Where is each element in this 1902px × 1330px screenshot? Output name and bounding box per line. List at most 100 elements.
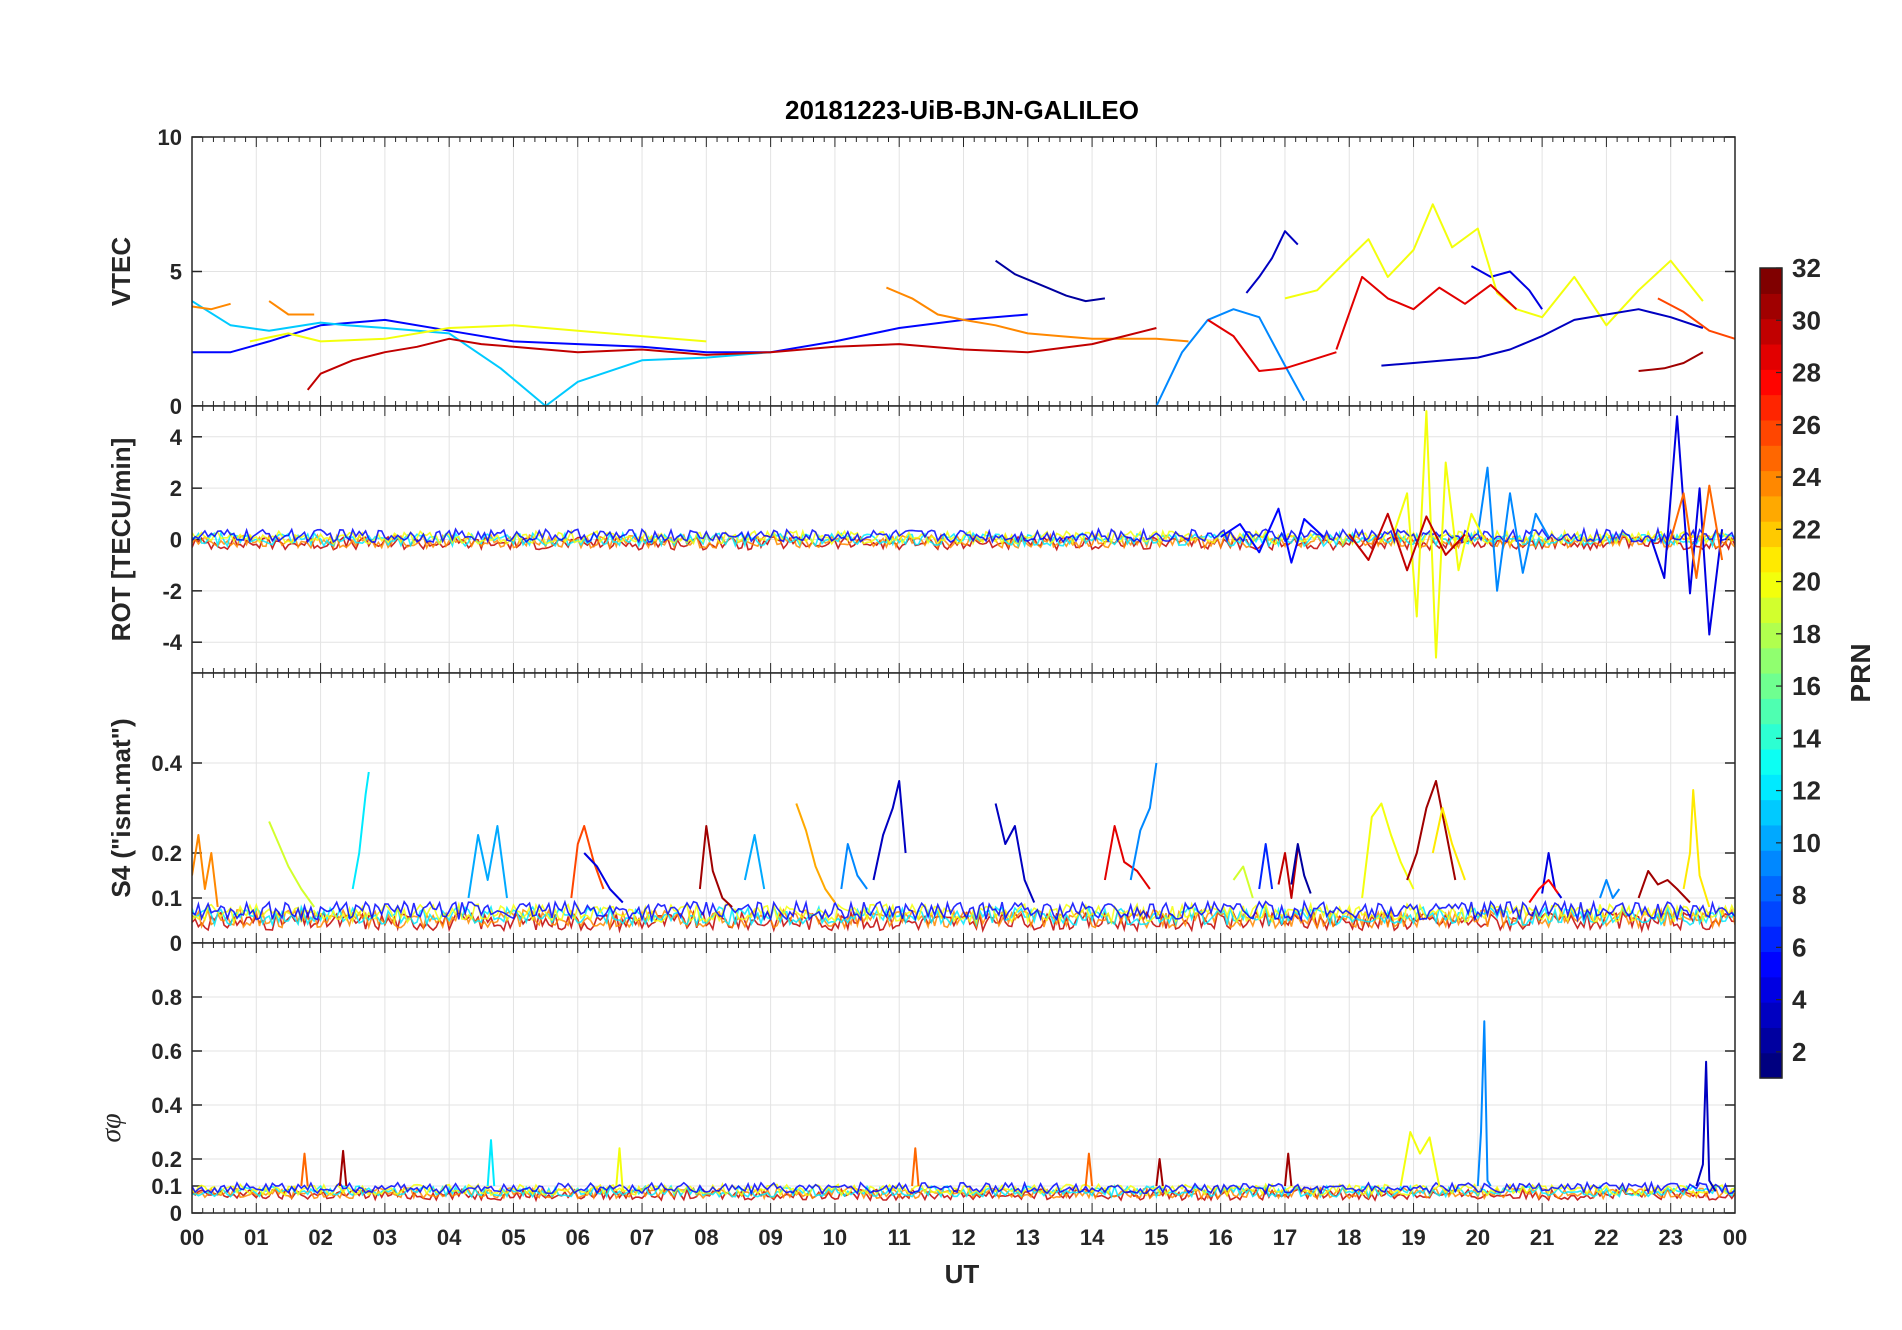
colorbar-tick-label: 18 xyxy=(1792,619,1821,649)
x-tick-label: 02 xyxy=(308,1225,332,1250)
sigma-phi-background-trace xyxy=(192,1183,1735,1200)
vtec-series-prn-30 xyxy=(306,327,1157,391)
sigma-phi-y-tick-label: 0.8 xyxy=(151,985,182,1010)
colorbar-tick-label: 10 xyxy=(1792,828,1821,858)
x-tick-label: 20 xyxy=(1466,1225,1490,1250)
vtec-series-prn-24 xyxy=(192,302,231,311)
rot-series-group xyxy=(192,410,1735,659)
vtec-series-prn-11 xyxy=(192,300,771,406)
vtec-series-prn-3 xyxy=(1245,230,1299,294)
rot-y-tick-label: 2 xyxy=(170,476,182,501)
sigma-phi-series-prn-20 xyxy=(1399,1131,1441,1187)
s4-panel: 0 0.1 0.2 0.4 S4 ("ism.mat") xyxy=(106,672,1736,956)
vtec-series-prn-5 xyxy=(192,313,1028,354)
colorbar-level xyxy=(1760,976,1782,1003)
s4-series-prn-6 xyxy=(1258,843,1274,890)
s4-series-prn-10 xyxy=(743,834,766,890)
colorbar-level xyxy=(1760,850,1782,877)
sigma-phi-background-trace xyxy=(192,1181,1735,1198)
vtec-y-tick-label: 5 xyxy=(170,260,182,285)
sigma-phi-series-prn-25 xyxy=(300,1152,309,1187)
colorbar-frame xyxy=(1759,267,1783,1079)
vtec-series-prn-20 xyxy=(249,324,707,343)
rot-y-tick-label: -4 xyxy=(162,630,182,655)
colorbar-level xyxy=(1760,647,1782,674)
colorbar-tick-label: 28 xyxy=(1792,358,1821,388)
s4-y-tick-label: 0.4 xyxy=(151,751,182,776)
s4-series-prn-19 xyxy=(1232,865,1254,899)
s4-series-prn-4 xyxy=(583,852,624,904)
colorbar-level xyxy=(1760,571,1782,598)
colorbar-tick-label: 8 xyxy=(1792,880,1806,910)
vtec-y-axis-label: VTEC xyxy=(106,237,136,307)
figure-title: 20181223-UiB-BJN-GALILEO xyxy=(785,95,1139,125)
colorbar-level xyxy=(1760,951,1782,978)
s4-series-group xyxy=(192,762,1735,934)
sigma-phi-series-prn-25 xyxy=(1084,1152,1094,1187)
colorbar-level xyxy=(1760,698,1782,725)
s4-series-prn-3 xyxy=(872,780,907,881)
s4-background-trace xyxy=(192,899,1735,923)
vtec-panel: 0 5 10 VTEC xyxy=(106,125,1736,419)
s4-series-prn-12 xyxy=(351,771,370,890)
s4-series-prn-31 xyxy=(1406,780,1457,881)
colorbar-tick-label: 4 xyxy=(1792,985,1807,1015)
s4-series-prn-3 xyxy=(994,803,1036,903)
colorbar-level xyxy=(1760,343,1782,370)
colorbar-level xyxy=(1760,597,1782,623)
x-tick-label: 06 xyxy=(566,1225,590,1250)
vtec-series-prn-29 xyxy=(1335,275,1518,350)
s4-series-prn-10 xyxy=(467,825,508,899)
s4-series-prn-9 xyxy=(840,843,868,890)
sigma-phi-y-axis-label: σφ xyxy=(96,1113,127,1142)
colorbar-level xyxy=(1760,926,1782,953)
vtec-series-prn-29 xyxy=(1207,319,1337,372)
sigma-phi-series-prn-20 xyxy=(615,1147,624,1192)
colorbar-level xyxy=(1760,495,1782,522)
colorbar-tick-label: 16 xyxy=(1792,671,1821,701)
s4-series-prn-20 xyxy=(1361,802,1415,899)
sigma-phi-series-prn-31 xyxy=(1155,1158,1164,1187)
x-tick-label: 01 xyxy=(244,1225,268,1250)
colorbar-level xyxy=(1760,673,1782,699)
x-tick-label: 08 xyxy=(694,1225,718,1250)
sigma-phi-series-group xyxy=(192,1020,1735,1203)
s4-series-prn-21 xyxy=(1431,807,1466,881)
vtec-series-prn-24 xyxy=(268,300,315,316)
s4-series-prn-19 xyxy=(268,821,316,908)
colorbar-level xyxy=(1760,369,1782,396)
colorbar-tick-label: 2 xyxy=(1792,1037,1806,1067)
colorbar-level xyxy=(1760,1002,1782,1028)
rot-background-trace xyxy=(192,528,1735,547)
vtec-series-prn-4 xyxy=(1470,265,1543,310)
sigma-phi-background-trace xyxy=(192,1185,1735,1201)
sigma-phi-background-trace xyxy=(192,1180,1735,1196)
colorbar-level xyxy=(1760,824,1782,851)
s4-series-prn-31 xyxy=(1637,870,1691,904)
colorbar-level xyxy=(1760,900,1782,927)
rot-series-prn-5 xyxy=(1220,507,1325,564)
colorbar-level xyxy=(1760,293,1782,320)
sigma-phi-y-tick-label: 0.4 xyxy=(151,1093,182,1118)
rot-y-tick-label: -2 xyxy=(162,579,182,604)
colorbar-level xyxy=(1760,318,1782,345)
colorbar-tick-label: 22 xyxy=(1792,514,1821,544)
rot-series-prn-25 xyxy=(1669,484,1724,579)
sigma-phi-series-prn-12 xyxy=(486,1139,496,1187)
x-tick-label: 14 xyxy=(1080,1225,1105,1250)
vtec-y-tick-label: 10 xyxy=(158,125,182,150)
x-tick-label: 23 xyxy=(1658,1225,1682,1250)
rot-background-trace xyxy=(192,534,1735,552)
colorbar-level xyxy=(1760,521,1782,548)
x-tick-label: 10 xyxy=(823,1225,847,1250)
s4-series-prn-9 xyxy=(1599,879,1621,899)
sigma-phi-series-prn-31 xyxy=(338,1149,348,1187)
rot-y-axis-label: ROT [TECU/min] xyxy=(106,438,136,642)
sigma-phi-series-prn-3 xyxy=(1695,1060,1717,1192)
colorbar-level xyxy=(1760,445,1782,472)
vtec-series-prn-2 xyxy=(995,259,1106,303)
colorbar-tick-label: 14 xyxy=(1792,723,1821,753)
vtec-series-prn-3 xyxy=(1381,308,1704,367)
x-tick-label: 00 xyxy=(180,1225,204,1250)
